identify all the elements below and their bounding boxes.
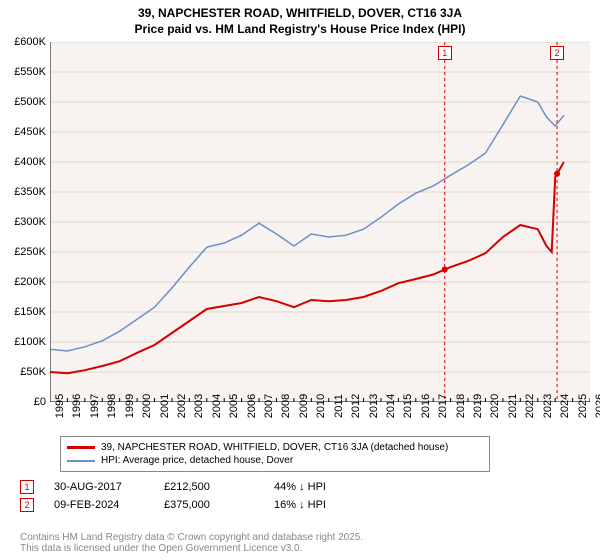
legend-swatch-property (67, 446, 95, 449)
x-axis-label: 2017 (437, 394, 449, 418)
sales-date-2: 09-FEB-2024 (54, 499, 164, 511)
x-axis-label: 2011 (333, 394, 345, 418)
sales-price-2: £375,000 (164, 499, 274, 511)
y-axis-label: £600K (14, 36, 46, 48)
x-axis-label: 2008 (280, 394, 292, 418)
legend-row-hpi: HPI: Average price, detached house, Dove… (67, 454, 483, 467)
x-axis-label: 2019 (472, 394, 484, 418)
x-axis-label: 2026 (594, 394, 600, 418)
y-axis-label: £250K (14, 246, 46, 258)
y-axis-label: £450K (14, 126, 46, 138)
x-axis-label: 2010 (315, 394, 327, 418)
x-axis-label: 1997 (89, 394, 101, 418)
y-axis-label: £150K (14, 306, 46, 318)
chart-subtitle: Price paid vs. HM Land Registry's House … (0, 20, 600, 36)
x-axis-label: 2016 (420, 394, 432, 418)
x-axis-label: 2024 (559, 394, 571, 418)
chart-title: 39, NAPCHESTER ROAD, WHITFIELD, DOVER, C… (0, 0, 600, 20)
x-axis-label: 2022 (524, 394, 536, 418)
sales-date-1: 30-AUG-2017 (54, 481, 164, 493)
legend-row-property: 39, NAPCHESTER ROAD, WHITFIELD, DOVER, C… (67, 441, 483, 454)
chart-svg (50, 42, 590, 402)
legend-label-property: 39, NAPCHESTER ROAD, WHITFIELD, DOVER, C… (101, 442, 448, 453)
x-axis-label: 2020 (489, 394, 501, 418)
x-axis-label: 2005 (228, 394, 240, 418)
y-axis-label: £500K (14, 96, 46, 108)
x-axis-label: 2009 (298, 394, 310, 418)
x-axis-label: 2007 (263, 394, 275, 418)
sales-pct-1: 44% ↓ HPI (274, 481, 384, 493)
footer-line-2: This data is licensed under the Open Gov… (20, 543, 363, 554)
x-axis-label: 2023 (542, 394, 554, 418)
y-axis-label: £0 (34, 396, 46, 408)
x-axis-label: 2006 (246, 394, 258, 418)
x-axis-label: 2014 (385, 394, 397, 418)
sales-price-1: £212,500 (164, 481, 274, 493)
x-axis-label: 1995 (54, 394, 66, 418)
x-axis-label: 2025 (577, 394, 589, 418)
x-axis-label: 2012 (350, 394, 362, 418)
footer-text: Contains HM Land Registry data © Crown c… (20, 532, 363, 554)
legend-box: 39, NAPCHESTER ROAD, WHITFIELD, DOVER, C… (60, 436, 490, 472)
sales-row: 2 09-FEB-2024 £375,000 16% ↓ HPI (20, 496, 384, 514)
legend-label-hpi: HPI: Average price, detached house, Dove… (101, 455, 293, 466)
x-axis-label: 1998 (106, 394, 118, 418)
y-axis-label: £300K (14, 216, 46, 228)
y-axis-label: £550K (14, 66, 46, 78)
chart-marker-2: 2 (550, 46, 564, 60)
x-axis-label: 2003 (193, 394, 205, 418)
chart-marker-1: 1 (438, 46, 452, 60)
sales-pct-2: 16% ↓ HPI (274, 499, 384, 511)
y-axis-label: £200K (14, 276, 46, 288)
footer-line-1: Contains HM Land Registry data © Crown c… (20, 532, 363, 543)
sales-table: 1 30-AUG-2017 £212,500 44% ↓ HPI 2 09-FE… (20, 478, 384, 514)
y-axis-label: £350K (14, 186, 46, 198)
sales-row: 1 30-AUG-2017 £212,500 44% ↓ HPI (20, 478, 384, 496)
x-axis-label: 1999 (124, 394, 136, 418)
sales-marker-1: 1 (20, 480, 34, 494)
x-axis-label: 2013 (368, 394, 380, 418)
chart-container: 39, NAPCHESTER ROAD, WHITFIELD, DOVER, C… (0, 0, 600, 560)
legend-swatch-hpi (67, 460, 95, 462)
x-axis-label: 2001 (159, 394, 171, 418)
x-axis-label: 1996 (71, 394, 83, 418)
x-axis-label: 2015 (402, 394, 414, 418)
x-axis-label: 2021 (507, 394, 519, 418)
x-axis-label: 2004 (211, 394, 223, 418)
y-axis-label: £100K (14, 336, 46, 348)
sales-marker-2: 2 (20, 498, 34, 512)
x-axis-label: 2000 (141, 394, 153, 418)
chart-plot-area: £0£50K£100K£150K£200K£250K£300K£350K£400… (50, 42, 590, 402)
y-axis-label: £50K (20, 366, 46, 378)
x-axis-label: 2018 (455, 394, 467, 418)
y-axis-label: £400K (14, 156, 46, 168)
x-axis-label: 2002 (176, 394, 188, 418)
